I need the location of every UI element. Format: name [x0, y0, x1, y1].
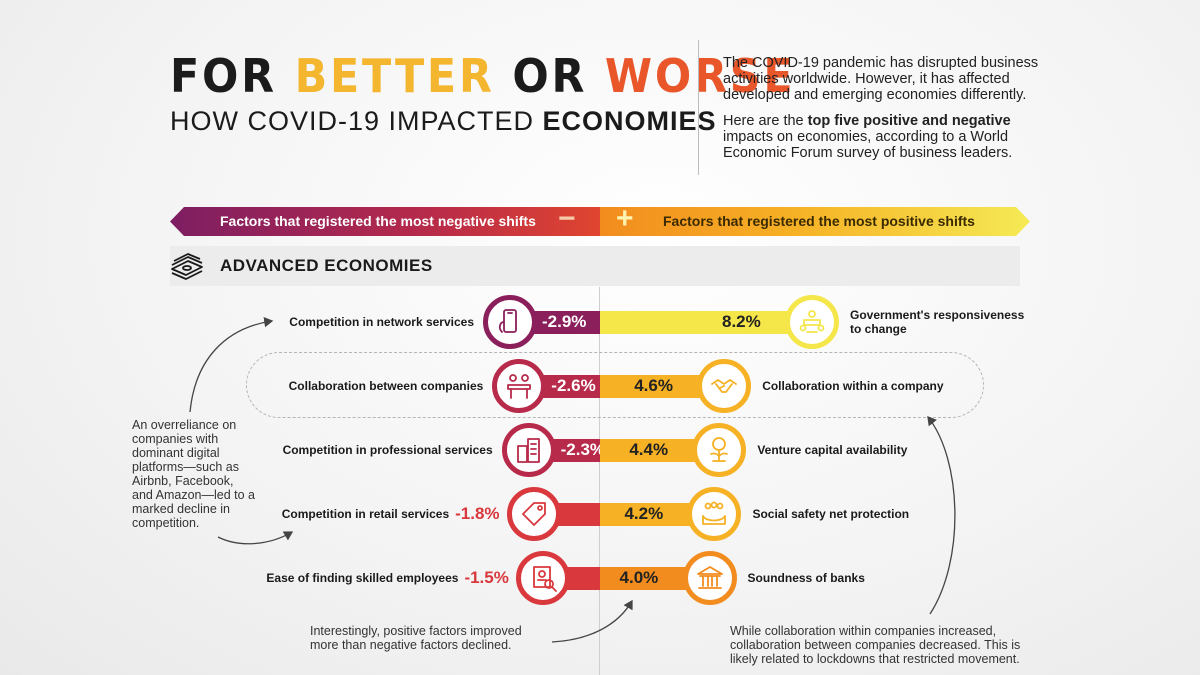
- negative-icon-circle: [507, 487, 562, 541]
- title-word-2: BETTER: [294, 49, 495, 103]
- negative-icon-circle: [483, 295, 537, 349]
- negative-icon-circle: [501, 423, 556, 477]
- money-plant-icon: [710, 437, 729, 462]
- positive-bar: [600, 310, 800, 334]
- collaboration-highlight-outline: [246, 352, 984, 418]
- positive-banner: [600, 207, 1030, 236]
- positive-icon-circle: [682, 551, 737, 605]
- title-word-3: OR: [512, 49, 588, 103]
- positive-icon-circle: [697, 359, 752, 413]
- positive-bar: [600, 438, 708, 462]
- price-tag-icon: [522, 502, 547, 526]
- subtitle-bold: ECONOMIES: [542, 106, 717, 136]
- negative-banner-label: Factors that registered the most negativ…: [220, 213, 536, 229]
- intro-paragraph-2: Here are the top five positive and negat…: [723, 113, 1053, 161]
- negative-category-label: Competition in network services: [289, 315, 474, 329]
- positive-bar: [600, 374, 713, 398]
- arrow-to-collaboration: [927, 415, 956, 615]
- subtitle-plain: HOW COVID-19 IMPACTED: [170, 106, 535, 136]
- people-hands-icon: [702, 501, 727, 525]
- negative-icon-circle: [492, 359, 547, 413]
- positive-category-label: Government's responsiveness to change: [850, 308, 1025, 336]
- negative-category-label: Competition in professional services: [282, 443, 493, 457]
- positive-value-label: 4.6%: [634, 376, 673, 395]
- intro-paragraph-1: The COVID-19 pandemic has disrupted busi…: [723, 55, 1039, 103]
- negative-value-label: -2.9%: [542, 312, 587, 331]
- smartphone-icon: [498, 309, 517, 333]
- bank-icon: [696, 566, 723, 589]
- arrow-to-retail-services: [217, 531, 294, 545]
- positive-value-label: 8.2%: [722, 312, 761, 331]
- positive-icon-circle: [692, 423, 747, 477]
- positive-value-label: 4.4%: [629, 440, 669, 459]
- resume-search-icon: [533, 566, 558, 592]
- office-buildings-icon: [516, 438, 540, 463]
- positive-category-label: Venture capital availability: [757, 443, 908, 457]
- intro-p2-bold: top five positive and negative: [807, 113, 1011, 129]
- title-word-1: FOR: [170, 49, 277, 103]
- negative-banner: [170, 207, 600, 236]
- positive-icon-circle: [687, 487, 742, 541]
- section-band: [170, 246, 1020, 286]
- positive-bar: [600, 566, 698, 590]
- positive-banner-label: Factors that registered the most positiv…: [663, 213, 975, 229]
- government-meeting-icon: [799, 310, 825, 333]
- positive-icon-circle: [785, 295, 839, 349]
- meeting-icon: [507, 374, 532, 399]
- positive-category-label: Collaboration within a company: [762, 379, 944, 393]
- money-stack-icon: [171, 253, 203, 280]
- negative-value-label: -1.8%: [455, 504, 500, 523]
- note-left: An overreliance on companies with domina…: [132, 418, 255, 530]
- header-divider: [698, 40, 699, 175]
- arrow-to-network-services: [189, 317, 274, 413]
- positive-bar: [600, 502, 703, 526]
- negative-category-label: Ease of finding skilled employees: [266, 571, 459, 585]
- center-axis: [599, 287, 600, 675]
- intro-p2-start: Here are the: [723, 113, 804, 129]
- minus-icon: −: [558, 202, 576, 235]
- positive-value-label: 4.2%: [624, 504, 664, 523]
- negative-value-label: -2.6%: [551, 376, 596, 395]
- negative-category-label: Competition in retail services: [281, 507, 450, 521]
- intro-p2-end: impacts on economies, according to a Wor…: [723, 129, 1013, 161]
- section-title: ADVANCED ECONOMIES: [220, 256, 433, 275]
- positive-value-label: 4.0%: [619, 568, 659, 587]
- handshake-icon: [711, 379, 738, 393]
- plus-icon: +: [616, 202, 634, 235]
- negative-icon-circle: [516, 551, 571, 605]
- positive-category-label: Social safety net protection: [752, 507, 910, 521]
- note-right: While collaboration within companies inc…: [730, 624, 1021, 666]
- negative-value-label: -2.3%: [560, 440, 606, 459]
- note-bottom: Interestingly, positive factors improved…: [310, 624, 522, 652]
- arrow-to-center: [551, 599, 633, 643]
- positive-category-label: Soundness of banks: [747, 571, 865, 585]
- subtitle: HOW COVID-19 IMPACTED ECONOMIES: [170, 106, 717, 137]
- negative-value-label: -1.5%: [464, 568, 509, 587]
- negative-category-label: Collaboration between companies: [288, 379, 484, 393]
